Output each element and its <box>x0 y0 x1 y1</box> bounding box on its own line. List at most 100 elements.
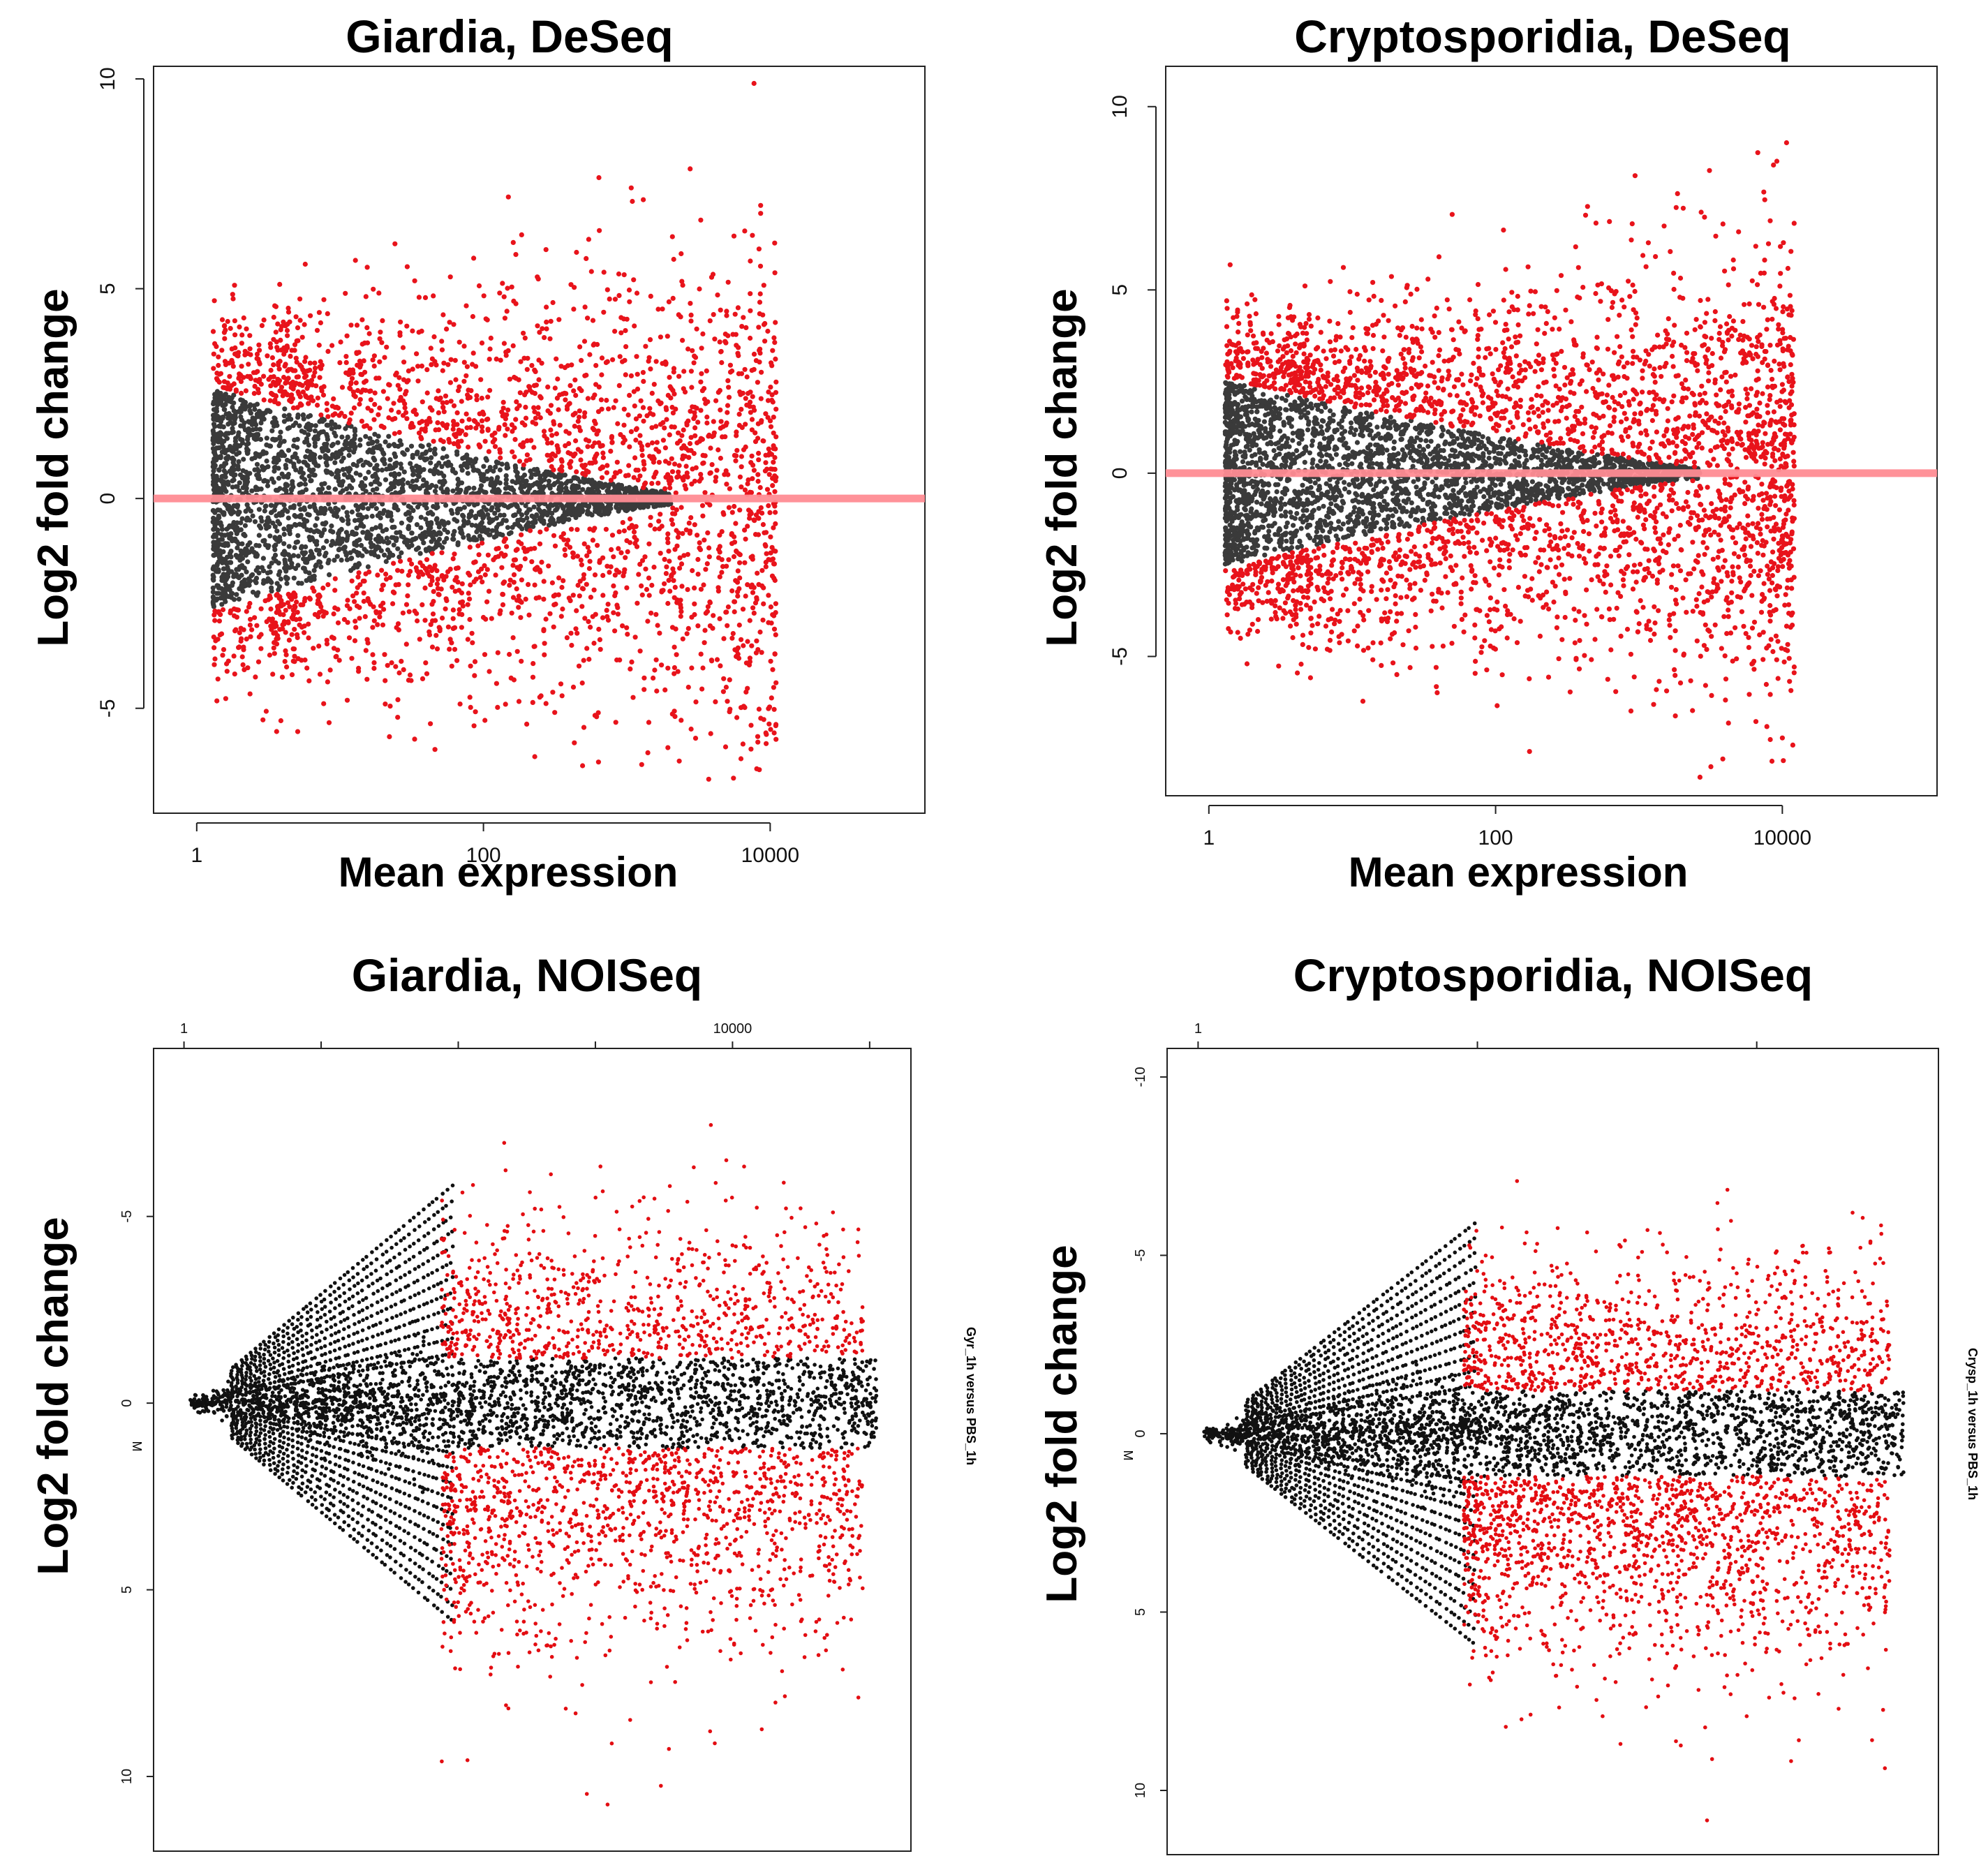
point-significant <box>759 369 764 375</box>
point-not-significant <box>358 542 364 549</box>
point-significant <box>651 459 657 465</box>
point-significant <box>657 630 662 636</box>
point-not-significant <box>371 549 377 555</box>
point-significant <box>514 648 520 654</box>
point-not-significant <box>395 443 401 450</box>
point-significant <box>552 710 558 715</box>
point-significant <box>417 420 422 426</box>
point-significant <box>562 547 568 553</box>
point-significant <box>689 385 695 390</box>
point-significant <box>574 249 579 255</box>
point-significant <box>246 604 252 610</box>
point-significant <box>505 194 511 200</box>
point-significant <box>541 627 547 632</box>
point-significant <box>665 665 671 671</box>
point-significant <box>628 666 633 672</box>
point-significant <box>711 613 716 618</box>
point-significant <box>372 401 378 408</box>
point-significant <box>547 336 553 341</box>
point-not-significant <box>254 461 260 467</box>
point-significant <box>667 588 673 594</box>
point-significant <box>358 371 364 377</box>
point-significant <box>659 662 665 668</box>
point-significant <box>347 606 353 611</box>
point-significant <box>436 592 442 598</box>
point-significant <box>627 444 632 450</box>
point-significant <box>675 535 681 540</box>
point-significant <box>433 362 439 368</box>
point-significant <box>404 323 410 329</box>
point-not-significant <box>441 540 447 545</box>
point-significant <box>585 316 591 321</box>
point-significant <box>259 322 265 328</box>
point-significant <box>295 656 301 662</box>
point-significant <box>707 599 713 605</box>
point-significant <box>371 604 376 609</box>
point-significant <box>332 576 338 581</box>
point-significant <box>464 364 470 369</box>
point-not-significant <box>396 481 401 487</box>
point-not-significant <box>500 517 506 524</box>
point-significant <box>725 403 731 408</box>
point-significant <box>698 217 704 223</box>
point-significant <box>755 570 760 576</box>
point-significant <box>437 626 443 632</box>
point-significant <box>406 582 411 588</box>
point-significant <box>320 392 327 398</box>
point-significant <box>336 413 342 418</box>
point-significant <box>459 611 465 618</box>
point-significant <box>274 641 280 647</box>
point-significant <box>268 367 274 373</box>
point-not-significant <box>429 455 434 461</box>
point-significant <box>535 323 540 329</box>
point-not-significant <box>285 447 292 453</box>
point-significant <box>718 348 724 355</box>
point-significant <box>749 643 755 648</box>
point-significant <box>315 593 320 598</box>
point-not-significant <box>339 526 344 533</box>
point-significant <box>773 406 779 412</box>
point-significant <box>640 370 646 376</box>
point-not-significant <box>313 423 318 429</box>
point-significant <box>543 701 549 706</box>
point-not-significant <box>388 510 394 516</box>
point-significant <box>548 427 554 433</box>
point-significant <box>598 646 603 652</box>
point-significant <box>742 705 748 711</box>
point-significant <box>325 414 331 420</box>
point-significant <box>532 582 537 588</box>
point-significant <box>375 622 380 628</box>
point-significant <box>672 671 677 676</box>
point-significant <box>609 433 615 440</box>
point-significant <box>547 458 552 463</box>
point-not-significant <box>336 468 341 474</box>
point-significant <box>469 630 475 636</box>
point-not-significant <box>297 501 302 507</box>
point-not-significant <box>218 463 224 469</box>
point-significant <box>756 581 762 588</box>
point-significant <box>494 356 499 362</box>
point-not-significant <box>259 565 265 570</box>
point-significant <box>677 438 683 444</box>
point-not-significant <box>358 517 364 522</box>
point-significant <box>537 394 543 399</box>
point-not-significant <box>473 515 479 521</box>
point-not-significant <box>309 555 314 561</box>
point-significant <box>316 342 322 348</box>
point-significant <box>493 572 498 578</box>
point-significant <box>386 415 392 421</box>
point-significant <box>371 353 378 359</box>
point-significant <box>473 425 479 431</box>
point-significant <box>588 624 593 630</box>
point-not-significant <box>313 507 319 514</box>
point-significant <box>459 418 465 424</box>
point-significant <box>443 574 449 579</box>
point-significant <box>646 593 652 598</box>
point-significant <box>253 370 259 376</box>
point-not-significant <box>213 482 219 488</box>
point-significant <box>732 609 737 615</box>
point-significant <box>725 378 731 384</box>
point-significant <box>740 741 746 747</box>
point-significant <box>316 598 321 603</box>
point-significant <box>500 592 506 598</box>
